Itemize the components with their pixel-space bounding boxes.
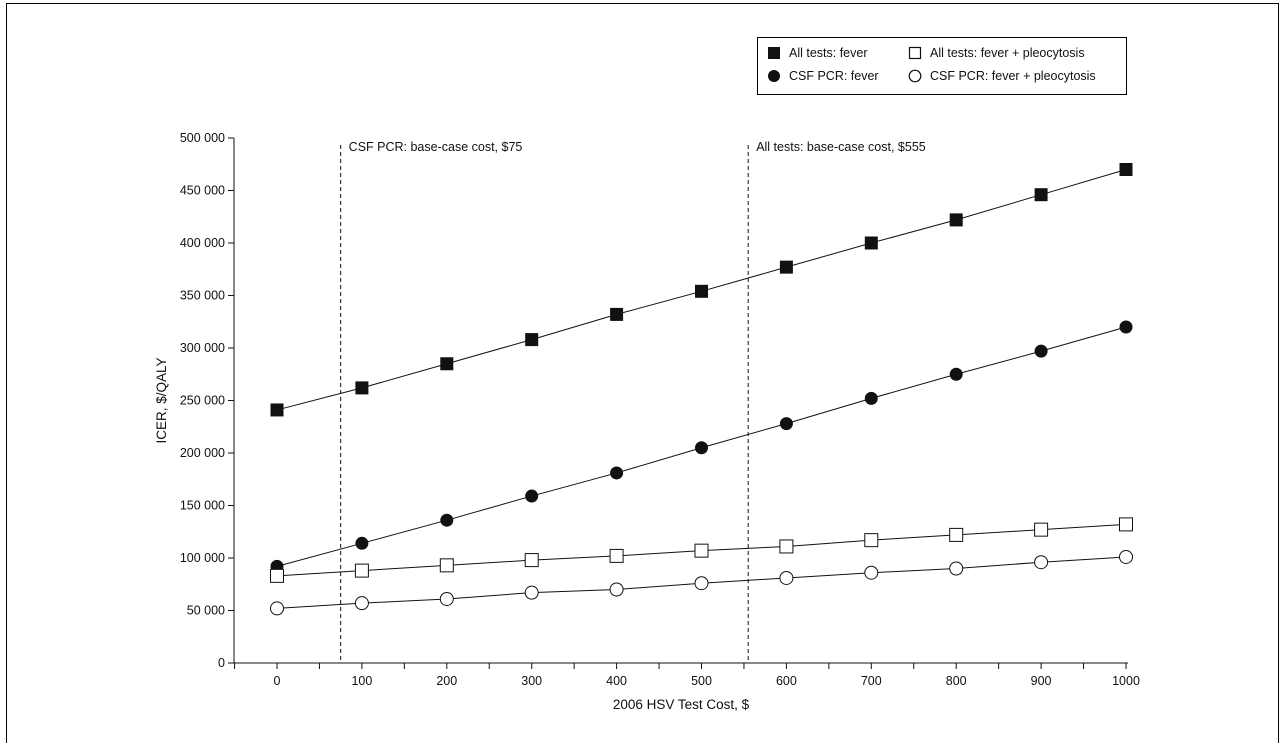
legend-label: All tests: fever — [789, 46, 868, 60]
data-point — [354, 563, 369, 578]
figure-frame — [6, 3, 1279, 743]
data-point — [864, 533, 879, 548]
y-tick-label: 450 000 — [180, 184, 225, 198]
data-point — [779, 417, 793, 431]
data-point — [524, 585, 539, 600]
x-tick-label: 1000 — [1112, 674, 1140, 688]
data-point — [1034, 188, 1048, 202]
x-tick-label: 200 — [436, 674, 457, 688]
data-point — [694, 576, 709, 591]
y-tick-label: 500 000 — [180, 131, 225, 145]
x-tick-label: 600 — [776, 674, 797, 688]
legend-label: CSF PCR: fever — [789, 69, 879, 83]
x-axis-label: 2006 HSV Test Cost, $ — [613, 697, 750, 712]
legend-item-all-tests-fever: All tests: fever — [767, 46, 868, 60]
y-tick-label: 400 000 — [180, 236, 225, 250]
data-point — [1034, 522, 1049, 537]
data-point — [949, 367, 963, 381]
x-tick-label: 0 — [274, 674, 281, 688]
x-tick-label: 100 — [351, 674, 372, 688]
data-point — [270, 601, 284, 616]
legend: All tests: fever CSF PCR: fever All test… — [757, 37, 1127, 95]
data-point — [694, 543, 709, 558]
data-point — [354, 596, 369, 611]
legend-item-csf-pcr-fever: CSF PCR: fever — [767, 69, 879, 83]
data-point — [440, 357, 454, 371]
y-tick-label: 100 000 — [180, 551, 225, 565]
data-point — [439, 591, 454, 606]
open-square-icon — [908, 46, 922, 60]
open-circle-icon — [908, 69, 922, 83]
data-point — [1119, 320, 1133, 334]
data-point — [609, 548, 624, 563]
data-point — [949, 527, 964, 542]
filled-circle-icon — [767, 69, 781, 83]
data-point — [1119, 549, 1133, 564]
y-tick-label: 50 000 — [187, 604, 225, 618]
data-point — [355, 536, 369, 550]
data-point — [440, 513, 454, 527]
data-point — [779, 260, 793, 274]
data-point — [1119, 517, 1133, 532]
legend-label: CSF PCR: fever + pleocytosis — [930, 69, 1096, 83]
data-point — [695, 284, 708, 298]
y-tick-label: 350 000 — [180, 289, 225, 303]
data-point — [1034, 555, 1049, 570]
data-point — [779, 539, 794, 554]
data-point — [525, 333, 539, 347]
data-point — [1034, 344, 1048, 358]
data-point — [439, 558, 454, 573]
reference-label: CSF PCR: base-case cost, $75 — [349, 140, 523, 154]
data-point — [864, 236, 878, 250]
reference-label: All tests: base-case cost, $555 — [756, 140, 926, 154]
data-point — [610, 466, 624, 480]
data-point — [610, 307, 624, 321]
data-point — [609, 582, 624, 597]
data-point — [355, 381, 369, 395]
x-tick-label: 400 — [606, 674, 627, 688]
data-point — [1119, 163, 1133, 176]
y-tick-label: 0 — [218, 656, 225, 670]
y-tick-label: 150 000 — [180, 499, 225, 513]
legend-item-all-tests-pleocytosis: All tests: fever + pleocytosis — [908, 46, 1085, 60]
legend-label: All tests: fever + pleocytosis — [930, 46, 1085, 60]
data-point — [270, 568, 284, 583]
x-tick-label: 900 — [1031, 674, 1052, 688]
data-point — [695, 441, 708, 455]
data-point — [949, 561, 964, 576]
data-point — [524, 553, 539, 568]
data-point — [864, 391, 878, 405]
x-tick-label: 300 — [521, 674, 542, 688]
legend-item-csf-pcr-pleocytosis: CSF PCR: fever + pleocytosis — [908, 69, 1096, 83]
data-point — [525, 489, 539, 503]
y-tick-label: 200 000 — [180, 446, 225, 460]
y-tick-label: 250 000 — [180, 394, 225, 408]
x-tick-label: 800 — [946, 674, 967, 688]
filled-square-icon — [767, 46, 781, 60]
x-tick-label: 700 — [861, 674, 882, 688]
y-axis-label: ICER, $/QALY — [154, 357, 169, 443]
y-tick-label: 300 000 — [180, 341, 225, 355]
x-tick-label: 500 — [691, 674, 712, 688]
data-point — [864, 565, 879, 580]
data-point — [270, 403, 284, 417]
data-point — [779, 570, 794, 585]
data-point — [949, 213, 963, 227]
